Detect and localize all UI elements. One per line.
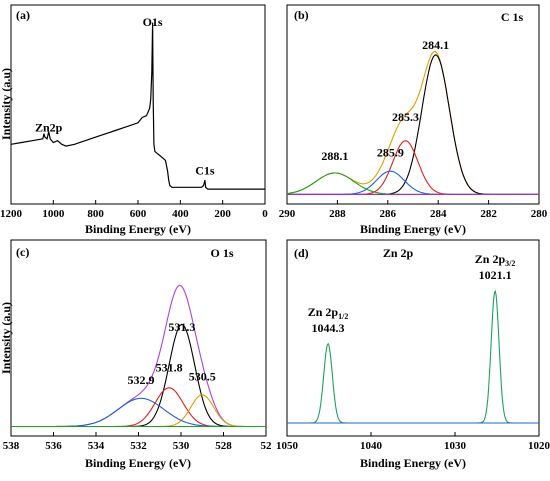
panel-d-xlabel: Binding Energy (eV) [360,456,466,470]
panel-b-plot [286,50,539,195]
fit-curve-peak [11,387,266,428]
peak-label: 530.5 [189,369,216,383]
peak-label: 288.1 [321,149,348,163]
panel-d-plot [287,289,539,424]
panel-d-label: (d) [294,246,309,260]
x-tick-label: 290 [279,208,296,220]
peak-label: 285.3 [392,110,419,124]
panel-c-annotations: 531.3 531.8 530.5 532.9 [128,320,216,387]
x-tick-label: 1040 [360,440,383,452]
x-tick-label: 288 [329,208,346,220]
panel-a: (a) 1200 1000 800 600 400 200 0 Binding Energy… [0,4,268,236]
peak-label-subscript: 1/2 [338,312,348,321]
panel-d-x-ticks: 1050 1040 1030 1020 [276,432,550,452]
panel-a-x-ticks: 1200 1000 800 600 400 200 0 [0,200,268,220]
x-tick-label: 286 [380,208,397,220]
x-tick-label: 282 [480,208,497,220]
panel-a-plot [10,22,265,190]
x-tick-label: 536 [45,440,62,452]
x-tick-label: 284 [430,208,447,220]
x-tick-label: 800 [87,208,104,220]
x-tick-label: 528 [215,440,232,452]
x-tick-label: 532 [130,440,147,452]
panel-b: (b) C 1s 290 288 286 284 282 280 Binding Ener… [279,4,548,236]
panel-c-title: O 1s [210,246,233,260]
peak-label: 532.9 [128,373,155,387]
panel-b-xlabel: Binding Energy (eV) [360,222,466,236]
panel-b-title: C 1s [501,10,524,24]
panel-c-frame [10,239,267,437]
peak-value: 1044.3 [312,321,345,335]
panel-c-ylabel: Intensity (a.u) [0,302,13,374]
panel-d-frame [286,239,540,437]
panel-a-xlabel: Binding Energy (eV) [85,222,191,236]
x-tick-label: 1200 [0,208,23,220]
x-tick-label: 600 [130,208,147,220]
fit-curve-peak [287,54,539,195]
panel-c: (c) O 1s 538 536 534 532 530 528 52 Binding En… [0,239,272,470]
peak-label: 531.3 [168,320,195,334]
peak-label: O1s [143,15,163,29]
panel-b-annotations: 284.1 285.3 285.9 288.1 [321,38,449,163]
peak-label: 285.9 [377,146,404,160]
x-tick-label: 1000 [42,208,65,220]
x-tick-label: 400 [172,208,189,220]
peak-label: Zn 2p3/2 [475,252,516,268]
x-tick-label: 200 [214,208,231,220]
fit-curve-envelope [11,284,266,428]
x-tick-label: 280 [531,208,548,220]
panel-d: (d) Zn 2p 1050 1040 1030 1020 Binding Energ… [276,239,550,470]
x-tick-label: 0 [262,208,268,220]
fit-curve-peak [287,170,539,195]
panel-c-xlabel: Binding Energy (eV) [85,456,191,470]
fit-curve-peak [286,172,539,195]
x-tick-label: 534 [88,440,105,452]
panel-c-plot [11,284,266,428]
x-tick-label: 1020 [528,440,550,452]
x-tick-label: 1050 [276,440,299,452]
peak-label: C1s [195,164,215,178]
peak-label-subscript: 3/2 [505,259,515,268]
panel-b-frame [286,4,540,205]
peak-label: 284.1 [422,38,449,52]
peak-value: 1021.1 [479,268,512,282]
peak-label: Zn2p [35,121,63,135]
panel-b-label: (b) [294,8,309,22]
panel-a-frame [10,4,266,205]
peak-label: Zn 2p1/2 [308,305,349,321]
panel-c-x-ticks: 538 536 534 532 530 528 52 [3,432,272,452]
panel-a-ylabel: Intensity (a.u) [0,68,13,140]
panel-c-label: (c) [16,245,29,259]
panel-a-label: (a) [16,8,30,22]
x-tick-label: 1030 [444,440,467,452]
fit-curve-peak [11,394,266,428]
x-tick-label: 538 [3,440,20,452]
panel-b-x-ticks: 290 288 286 284 282 280 [279,200,548,220]
survey-spectrum-line [10,22,265,190]
peak-label: 531.8 [156,361,183,375]
panel-a-annotations: O1s Zn2p C1s [35,15,215,178]
panel-d-title: Zn 2p [383,246,414,260]
x-tick-label: 530 [173,440,190,452]
x-tick-label: 52 [261,440,273,452]
